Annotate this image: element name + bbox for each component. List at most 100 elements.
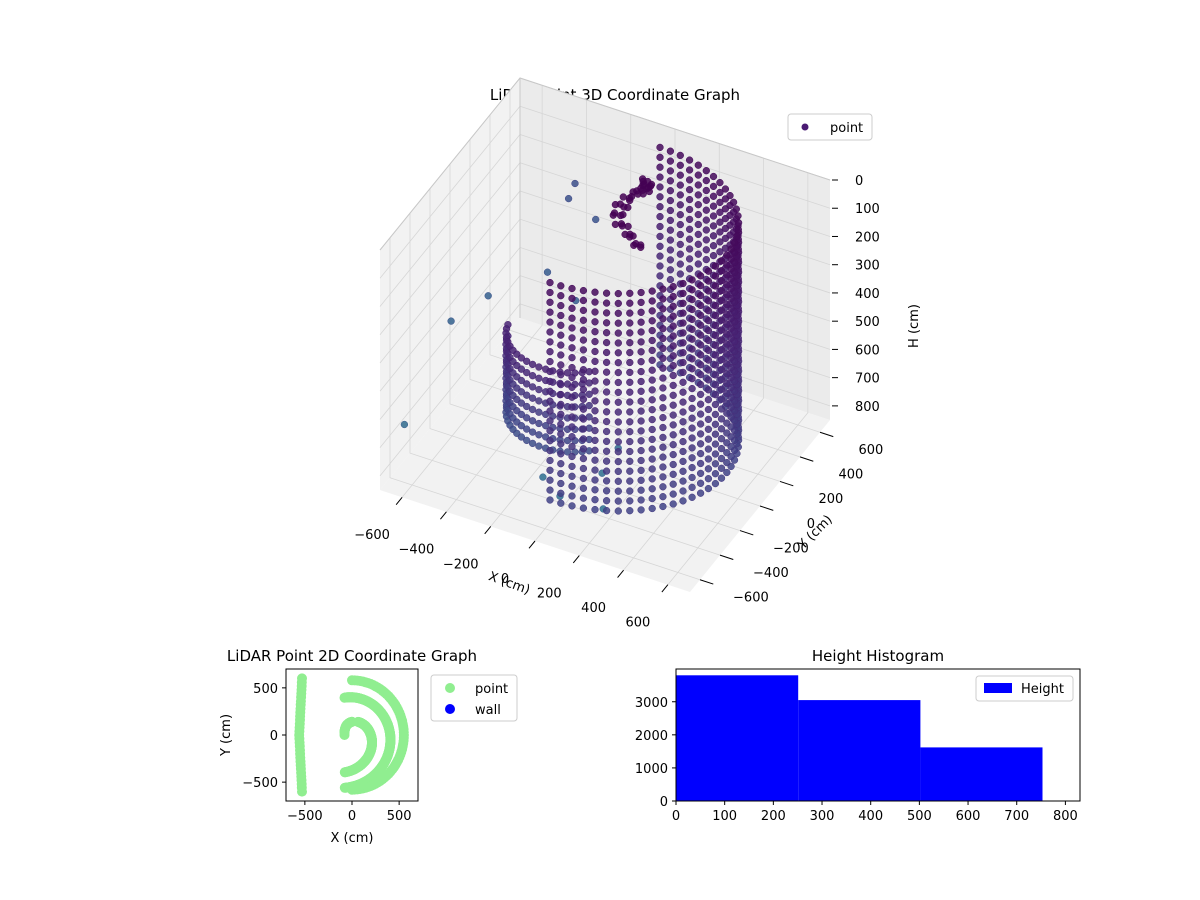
point-3d [694, 171, 702, 179]
point-3d [666, 226, 675, 234]
point-3d [727, 245, 735, 253]
point-3d [656, 232, 664, 241]
point-3d [717, 276, 726, 285]
tick-mark-y3d [779, 480, 794, 487]
point-3d [679, 418, 687, 426]
point-2d [359, 756, 370, 767]
point-3d [626, 289, 634, 297]
point-3d [591, 407, 599, 415]
tick-label-x3d: 400 [581, 601, 606, 616]
point-3d [648, 445, 656, 453]
point-3d [579, 366, 588, 374]
chart-3d-ticks: −600−400−2000200400600−600−400−200020040… [354, 174, 883, 631]
gridline-x [623, 158, 764, 571]
point-3d [711, 341, 720, 349]
point-3d [696, 400, 705, 408]
point-3d [579, 425, 588, 433]
point-3d [685, 235, 694, 243]
point-3d [676, 240, 684, 249]
point-3d [694, 210, 702, 219]
point-3d [517, 365, 526, 373]
point-3d [704, 297, 713, 305]
point-3d [659, 354, 667, 362]
point-3d [602, 329, 611, 337]
point-3d [659, 374, 667, 382]
point-3d [659, 493, 667, 501]
x-axis-label-3d: X (cm) [486, 569, 532, 598]
point-3d [688, 286, 696, 294]
point-3d [656, 222, 664, 231]
chart-histogram: Height Histogram 0 100 200 300 400 500 600 700 8… [635, 647, 1081, 824]
tick-label-xhist: 100 [712, 809, 737, 824]
point-3d [557, 371, 565, 379]
point-3d [669, 312, 677, 320]
point-3d [557, 380, 565, 389]
point-3d [637, 506, 645, 514]
point-3d [709, 251, 718, 260]
point-3d [685, 156, 694, 164]
point-3d [557, 420, 565, 428]
point-3d [614, 309, 622, 317]
point-3d [723, 290, 731, 299]
point-3d [659, 433, 667, 442]
point-3d [723, 271, 731, 279]
point-3d [688, 315, 696, 324]
point-3d [704, 405, 713, 414]
point-3d [626, 447, 634, 456]
point-3d [523, 380, 531, 388]
point-3d [602, 437, 611, 446]
tick-label-y2d: −500 [242, 776, 278, 791]
point-3d [614, 497, 622, 505]
point-3d [535, 408, 543, 416]
point-3d [659, 473, 667, 481]
point-3d [557, 450, 565, 458]
tick-mark-y3d [799, 456, 814, 462]
point-3d [679, 497, 687, 505]
point-3d [579, 306, 588, 315]
point-3d [484, 292, 492, 300]
point-3d [685, 176, 694, 184]
gridline-x [534, 129, 676, 542]
point-3d [709, 172, 718, 181]
point-3d [546, 437, 554, 445]
point-3d [568, 354, 576, 362]
point-3d [546, 486, 554, 494]
point-3d [591, 387, 599, 395]
point-3d [688, 414, 696, 422]
point-3d [694, 181, 702, 189]
point-3d [591, 357, 599, 366]
tick-mark-x3d [528, 540, 536, 549]
point-3d [614, 398, 622, 406]
point-3d [592, 215, 600, 224]
point-3d [614, 368, 622, 377]
point-3d [648, 475, 656, 483]
tick-label-y3d: 200 [818, 492, 843, 507]
tick-label-x3d: −600 [354, 528, 390, 543]
point-3d [568, 462, 576, 471]
point-3d [711, 400, 720, 409]
point-3d [602, 338, 611, 347]
point-3d [669, 431, 677, 439]
point-3d [626, 408, 634, 416]
gridline-x [667, 172, 809, 585]
point-3d [716, 218, 724, 226]
point-2d [366, 740, 377, 751]
point-3d [716, 208, 724, 216]
point-3d [704, 316, 713, 325]
point-3d [659, 295, 667, 303]
point-3d [542, 422, 550, 430]
tick-label-x3d: −200 [443, 557, 479, 572]
point-3d [666, 196, 675, 205]
point-3d [694, 191, 702, 199]
point-3d [648, 356, 656, 364]
point-3d [546, 348, 554, 356]
point-3d [659, 443, 667, 451]
point-3d [546, 367, 554, 376]
gridline-y [449, 164, 761, 507]
point-3d [557, 361, 565, 369]
point-3d [688, 473, 696, 482]
point-3d [546, 397, 554, 405]
point-3d [591, 486, 599, 494]
point-3d [585, 390, 593, 398]
